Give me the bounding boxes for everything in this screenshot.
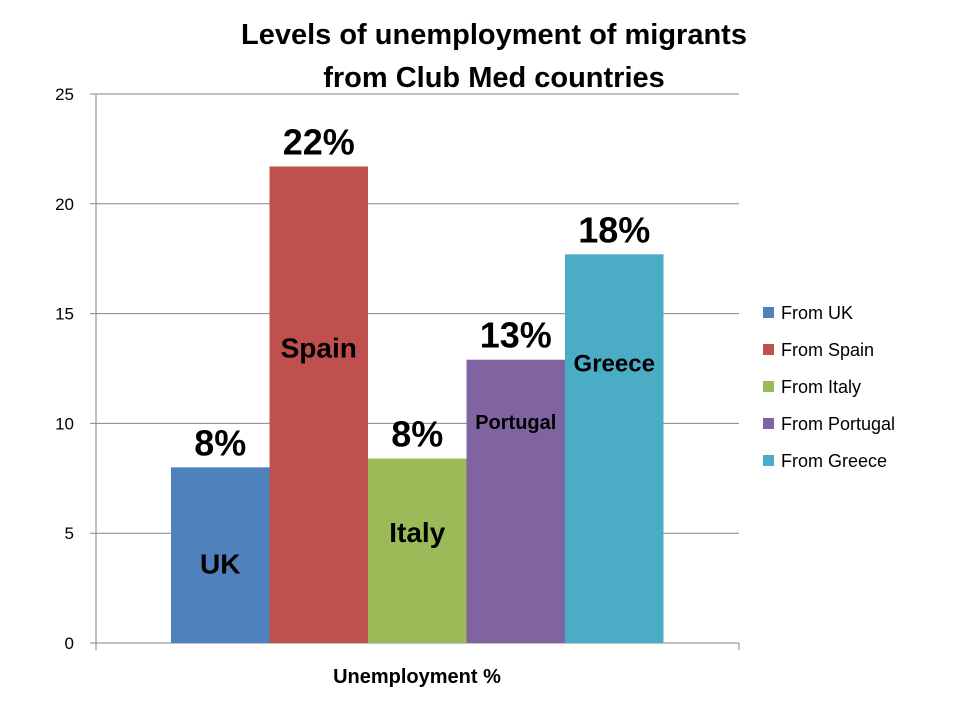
legend-label-3: From Portugal <box>781 414 895 434</box>
data-labels: 8% 22% 8% 13% 18% <box>194 121 650 463</box>
bar-greece <box>565 254 664 644</box>
y-tick-label-3: 15 <box>55 305 74 324</box>
data-label-greece: 18% <box>578 209 650 250</box>
y-axis-tick-labels: 0 5 10 15 20 25 <box>55 85 74 653</box>
y-tick-label-1: 5 <box>65 524 74 543</box>
bar-label-spain: Spain <box>281 332 357 363</box>
y-tick-label-4: 20 <box>55 195 74 214</box>
chart-title-line-1: Levels of unemployment of migrants <box>241 19 747 51</box>
data-label-spain: 22% <box>283 121 355 162</box>
bar-label-italy: Italy <box>389 517 445 548</box>
bar-label-portugal: Portugal <box>475 412 556 434</box>
legend-swatch-1 <box>763 344 774 355</box>
bar-spain <box>269 166 368 643</box>
data-label-italy: 8% <box>391 414 443 455</box>
bar-label-greece: Greece <box>574 351 655 378</box>
chart-title-line-2: from Club Med countries <box>323 62 665 94</box>
bar-label-uk: UK <box>200 549 240 580</box>
legend: From UK From Spain From Italy From Portugal… <box>763 303 895 471</box>
data-label-uk: 8% <box>194 422 246 463</box>
bar-portugal <box>466 359 565 643</box>
bars <box>171 166 664 644</box>
bar-italy <box>368 458 467 643</box>
x-axis-label: Unemployment % <box>333 666 501 688</box>
legend-label-0: From UK <box>781 303 853 323</box>
legend-swatch-3 <box>763 418 774 429</box>
y-tick-label-5: 25 <box>55 85 74 104</box>
legend-label-1: From Spain <box>781 340 874 360</box>
bar-uk <box>171 467 270 643</box>
legend-label-4: From Greece <box>781 451 887 471</box>
in-bar-labels: UK Spain Italy Portugal Greece <box>200 332 655 579</box>
legend-label-2: From Italy <box>781 377 861 397</box>
legend-swatch-0 <box>763 307 774 318</box>
legend-swatch-4 <box>763 455 774 466</box>
data-label-portugal: 13% <box>480 315 552 356</box>
y-tick-label-2: 10 <box>55 414 74 433</box>
y-tick-label-0: 0 <box>65 634 74 653</box>
legend-swatch-2 <box>763 381 774 392</box>
